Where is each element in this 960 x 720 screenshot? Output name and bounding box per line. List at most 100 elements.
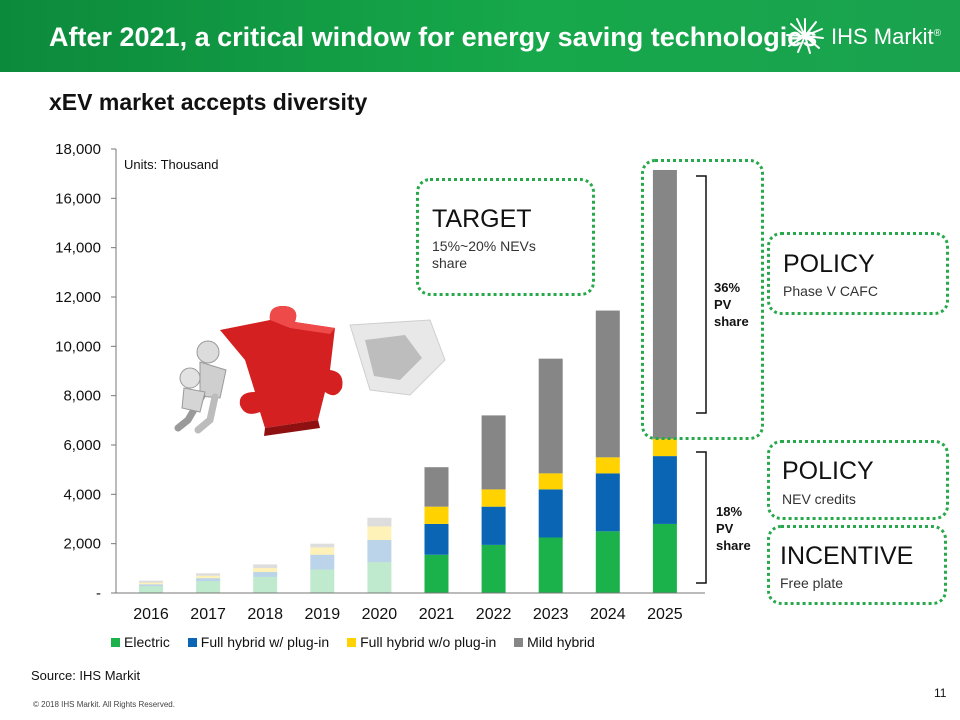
bar-segment-full-hybrid-w-o-plug-in-2024 — [595, 457, 620, 474]
copyright-note: © 2018 IHS Markit. All Rights Reserved. — [33, 700, 175, 709]
bar-segment-mild-hybrid-2021 — [424, 467, 449, 507]
bar-segment-full-hybrid-w-plug-in-2023 — [538, 489, 563, 538]
logo-trademark: ® — [933, 28, 942, 39]
bar-segment-full-hybrid-w-o-plug-in-2022 — [481, 489, 506, 507]
y-tick-label: 16,000 — [55, 190, 101, 207]
legend-label: Full hybrid w/o plug-in — [360, 634, 497, 650]
lower-share-pct: 18% — [716, 504, 743, 519]
legend-swatch — [111, 638, 120, 647]
starburst-icon — [786, 18, 824, 54]
upper-share-line1: PV — [714, 297, 732, 312]
legend-item: Mild hybrid — [514, 634, 595, 650]
bar-segment-full-hybrid-w-o-plug-in-2017 — [196, 575, 221, 579]
legend-swatch — [514, 638, 524, 647]
incentive-title: INCENTIVE — [780, 542, 914, 570]
x-tick-label: 2021 — [419, 606, 455, 623]
lower-share-line1: PV — [716, 521, 734, 536]
x-tick-label: 2017 — [190, 606, 226, 623]
bar-segment-electric-2016 — [139, 586, 163, 593]
bar-segment-electric-2024 — [595, 531, 620, 593]
upper-share-pct: 36% — [714, 280, 741, 295]
upper-share-bracket — [696, 175, 707, 414]
bar-segment-full-hybrid-w-plug-in-2025 — [652, 456, 677, 524]
x-tick-label: 2020 — [362, 606, 398, 623]
bar-segment-electric-2018 — [253, 576, 278, 593]
x-tick-label: 2023 — [533, 606, 569, 623]
bar-segment-electric-2019 — [310, 569, 335, 593]
bar-segment-mild-hybrid-2024 — [595, 310, 620, 458]
bar-segment-full-hybrid-w-plug-in-2018 — [253, 572, 278, 577]
legend-item: Full hybrid w/o plug-in — [347, 634, 496, 650]
title-bar: After 2021, a critical window for energy… — [0, 0, 960, 72]
puzzle-illustration — [174, 305, 446, 436]
units-label: Units: Thousand — [124, 157, 219, 172]
bar-segment-full-hybrid-w-o-plug-in-2016 — [139, 582, 163, 585]
y-tick-label: 12,000 — [55, 289, 101, 306]
legend-label: Mild hybrid — [527, 634, 595, 650]
bar-segment-electric-2022 — [481, 544, 506, 593]
ihs-markit-logo: IHS Markit® — [783, 16, 953, 56]
policy-cafc-body: Phase V CAFC — [783, 283, 878, 299]
bar-segment-mild-hybrid-2025 — [652, 169, 677, 439]
chart-subtitle: xEV market accepts diversity — [49, 89, 368, 115]
x-tick-label: 2018 — [247, 606, 283, 623]
bar-segment-full-hybrid-w-o-plug-in-2020 — [367, 526, 392, 540]
bar-segment-full-hybrid-w-plug-in-2019 — [310, 554, 335, 570]
figure-pushing — [174, 340, 227, 434]
x-tick-label: 2019 — [305, 606, 341, 623]
target-callout-body: 15%~20% NEVs share — [432, 238, 536, 271]
bar-segment-full-hybrid-w-plug-in-2024 — [595, 473, 620, 532]
x-tick-label: 2024 — [590, 606, 626, 623]
bar-segment-full-hybrid-w-o-plug-in-2019 — [310, 547, 335, 555]
bar-segment-mild-hybrid-2020 — [367, 517, 392, 527]
page-number: 11 — [934, 686, 947, 700]
bar-segment-mild-hybrid-2017 — [196, 573, 221, 576]
legend-swatch — [347, 638, 357, 647]
y-tick-label: 6,000 — [63, 437, 101, 454]
lower-share-label: 18% PV share — [716, 503, 751, 554]
x-tick-label: 2016 — [133, 606, 169, 623]
x-axis: 2016 2017 2018 2019 2020 2021 2022 2023 2024 2025 — [116, 592, 705, 623]
policy-cafc-title: POLICY — [783, 250, 875, 278]
bar-segment-full-hybrid-w-o-plug-in-2018 — [253, 568, 278, 573]
bar-segment-full-hybrid-w-o-plug-in-2025 — [652, 438, 677, 457]
bar-segment-electric-2020 — [367, 562, 392, 593]
y-tick-label: 14,000 — [55, 240, 101, 257]
highlight-box-2025 — [641, 159, 764, 440]
bar-segment-electric-2025 — [652, 523, 677, 593]
y-tick-label: 10,000 — [55, 338, 101, 355]
y-tick-label: 4,000 — [63, 486, 101, 503]
empty-puzzle-slot — [349, 319, 446, 396]
upper-share-label: 36% PV share — [714, 279, 749, 330]
y-axis: - 2,000 4,000 6,000 8,000 10,000 12,000 14,000 1… — [55, 141, 117, 602]
bar-segment-electric-2021 — [424, 554, 449, 593]
bar-segment-full-hybrid-w-o-plug-in-2023 — [538, 473, 563, 490]
y-tick-label: - — [96, 585, 101, 602]
lower-share-bracket — [696, 451, 707, 584]
y-tick-label: 18,000 — [55, 141, 101, 158]
y-tick-label: 2,000 — [63, 536, 101, 553]
bar-segment-mild-hybrid-2019 — [310, 543, 335, 548]
policy-nev-body: NEV credits — [782, 491, 856, 507]
bar-segment-mild-hybrid-2016 — [139, 580, 163, 583]
incentive-body: Free plate — [780, 575, 844, 591]
legend-item: Full hybrid w/ plug-in — [187, 634, 329, 650]
bar-segment-electric-2023 — [538, 537, 563, 593]
bar-segment-full-hybrid-w-plug-in-2017 — [196, 578, 221, 582]
lower-share-line2: share — [716, 538, 751, 553]
chart-legend: Electric Full hybrid w/ plug-in Full hyb… — [111, 634, 609, 650]
target-callout: TARGET 15%~20% NEVs share — [416, 178, 595, 296]
bar-segment-mild-hybrid-2023 — [538, 358, 563, 474]
bar-segment-full-hybrid-w-plug-in-2016 — [139, 584, 163, 587]
x-tick-label: 2025 — [647, 606, 683, 623]
bar-segment-mild-hybrid-2018 — [253, 564, 278, 569]
policy-nev-title: POLICY — [782, 457, 874, 485]
bar-segment-full-hybrid-w-plug-in-2021 — [424, 523, 449, 555]
bar-segment-full-hybrid-w-o-plug-in-2021 — [424, 506, 449, 524]
source-note: Source: IHS Markit — [31, 668, 141, 683]
x-tick-label: 2022 — [476, 606, 512, 623]
red-puzzle-piece — [220, 305, 343, 436]
policy-cafc-callout: POLICY Phase V CAFC — [767, 232, 949, 315]
